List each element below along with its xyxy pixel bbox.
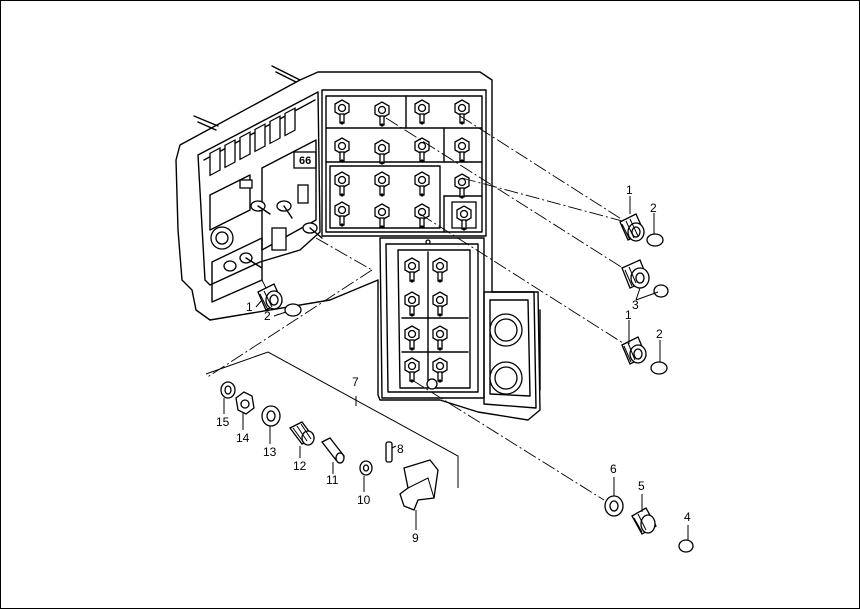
toggle-switch — [404, 325, 420, 351]
side-box-knobs — [489, 309, 541, 395]
toggle-switch — [414, 171, 430, 197]
toggle-switch — [374, 171, 390, 197]
callout-15: 15 — [216, 415, 230, 429]
toggle-switch — [432, 325, 448, 351]
toggle-switch — [432, 357, 448, 383]
knob-assembly-mid-right — [621, 259, 669, 298]
toggle-switch — [334, 137, 350, 163]
knob-assembly-left — [257, 283, 302, 317]
callout-3: 3 — [632, 298, 639, 312]
toggle-switch — [414, 137, 430, 163]
control-panel-housing — [175, 71, 541, 421]
assembly-leader-lines — [205, 115, 627, 501]
toggle-switch-array — [334, 99, 477, 231]
toggle-switch — [454, 137, 470, 163]
callout-6: 6 — [610, 462, 617, 476]
callout-5: 5 — [638, 479, 645, 493]
callout-9: 9 — [412, 531, 419, 545]
toggle-switch-left — [223, 200, 323, 272]
callout-8: 8 — [397, 442, 404, 456]
lower-switch-array — [404, 257, 448, 383]
callout-leaders — [223, 196, 689, 540]
knob-assembly-lower-right — [621, 336, 668, 375]
toggle-switch — [334, 201, 350, 227]
mounting-bolt-top — [193, 65, 301, 131]
group-bracket — [205, 351, 459, 488]
toggle-switch — [374, 203, 390, 229]
toggle-switch — [414, 99, 430, 125]
left-panel-controls — [209, 139, 323, 303]
exploded-parts-group — [220, 381, 439, 511]
callout-1-lower: 1 — [625, 308, 632, 322]
toggle-switch — [374, 101, 390, 127]
toggle-switch — [432, 257, 448, 283]
toggle-switch — [374, 139, 390, 165]
toggle-switch — [456, 205, 472, 231]
toggle-switch — [454, 173, 470, 199]
callout-14: 14 — [236, 431, 250, 445]
toggle-switch — [454, 99, 470, 125]
indicator-window-row — [209, 107, 296, 177]
panel-badge: 66 — [293, 151, 317, 169]
callout-1-left: 1 — [246, 300, 253, 314]
toggle-switch — [414, 203, 430, 229]
part-4-cap — [678, 539, 694, 553]
toggle-switch — [334, 99, 350, 125]
callout-4: 4 — [684, 510, 691, 524]
toggle-switch — [404, 257, 420, 283]
callout-2-lower: 2 — [656, 327, 663, 341]
switch-grid-upper — [325, 95, 483, 233]
toggle-switch — [432, 291, 448, 317]
callout-2-left: 2 — [264, 309, 271, 323]
panel-badge-text: 66 — [299, 155, 311, 167]
knob-assembly-upper-right — [619, 213, 664, 247]
lower-switch-column — [401, 239, 469, 390]
callout-13: 13 — [263, 445, 277, 459]
callout-12: 12 — [293, 459, 307, 473]
callout-10: 10 — [357, 493, 371, 507]
toggle-switch — [334, 171, 350, 197]
callout-2-upper: 2 — [650, 201, 657, 215]
callout-7: 7 — [352, 375, 359, 389]
toggle-switch — [404, 291, 420, 317]
callout-1-upper: 1 — [626, 183, 633, 197]
toggle-switch — [404, 357, 420, 383]
callout-11: 11 — [326, 473, 339, 487]
knob-assembly-bottom-right — [604, 495, 694, 553]
